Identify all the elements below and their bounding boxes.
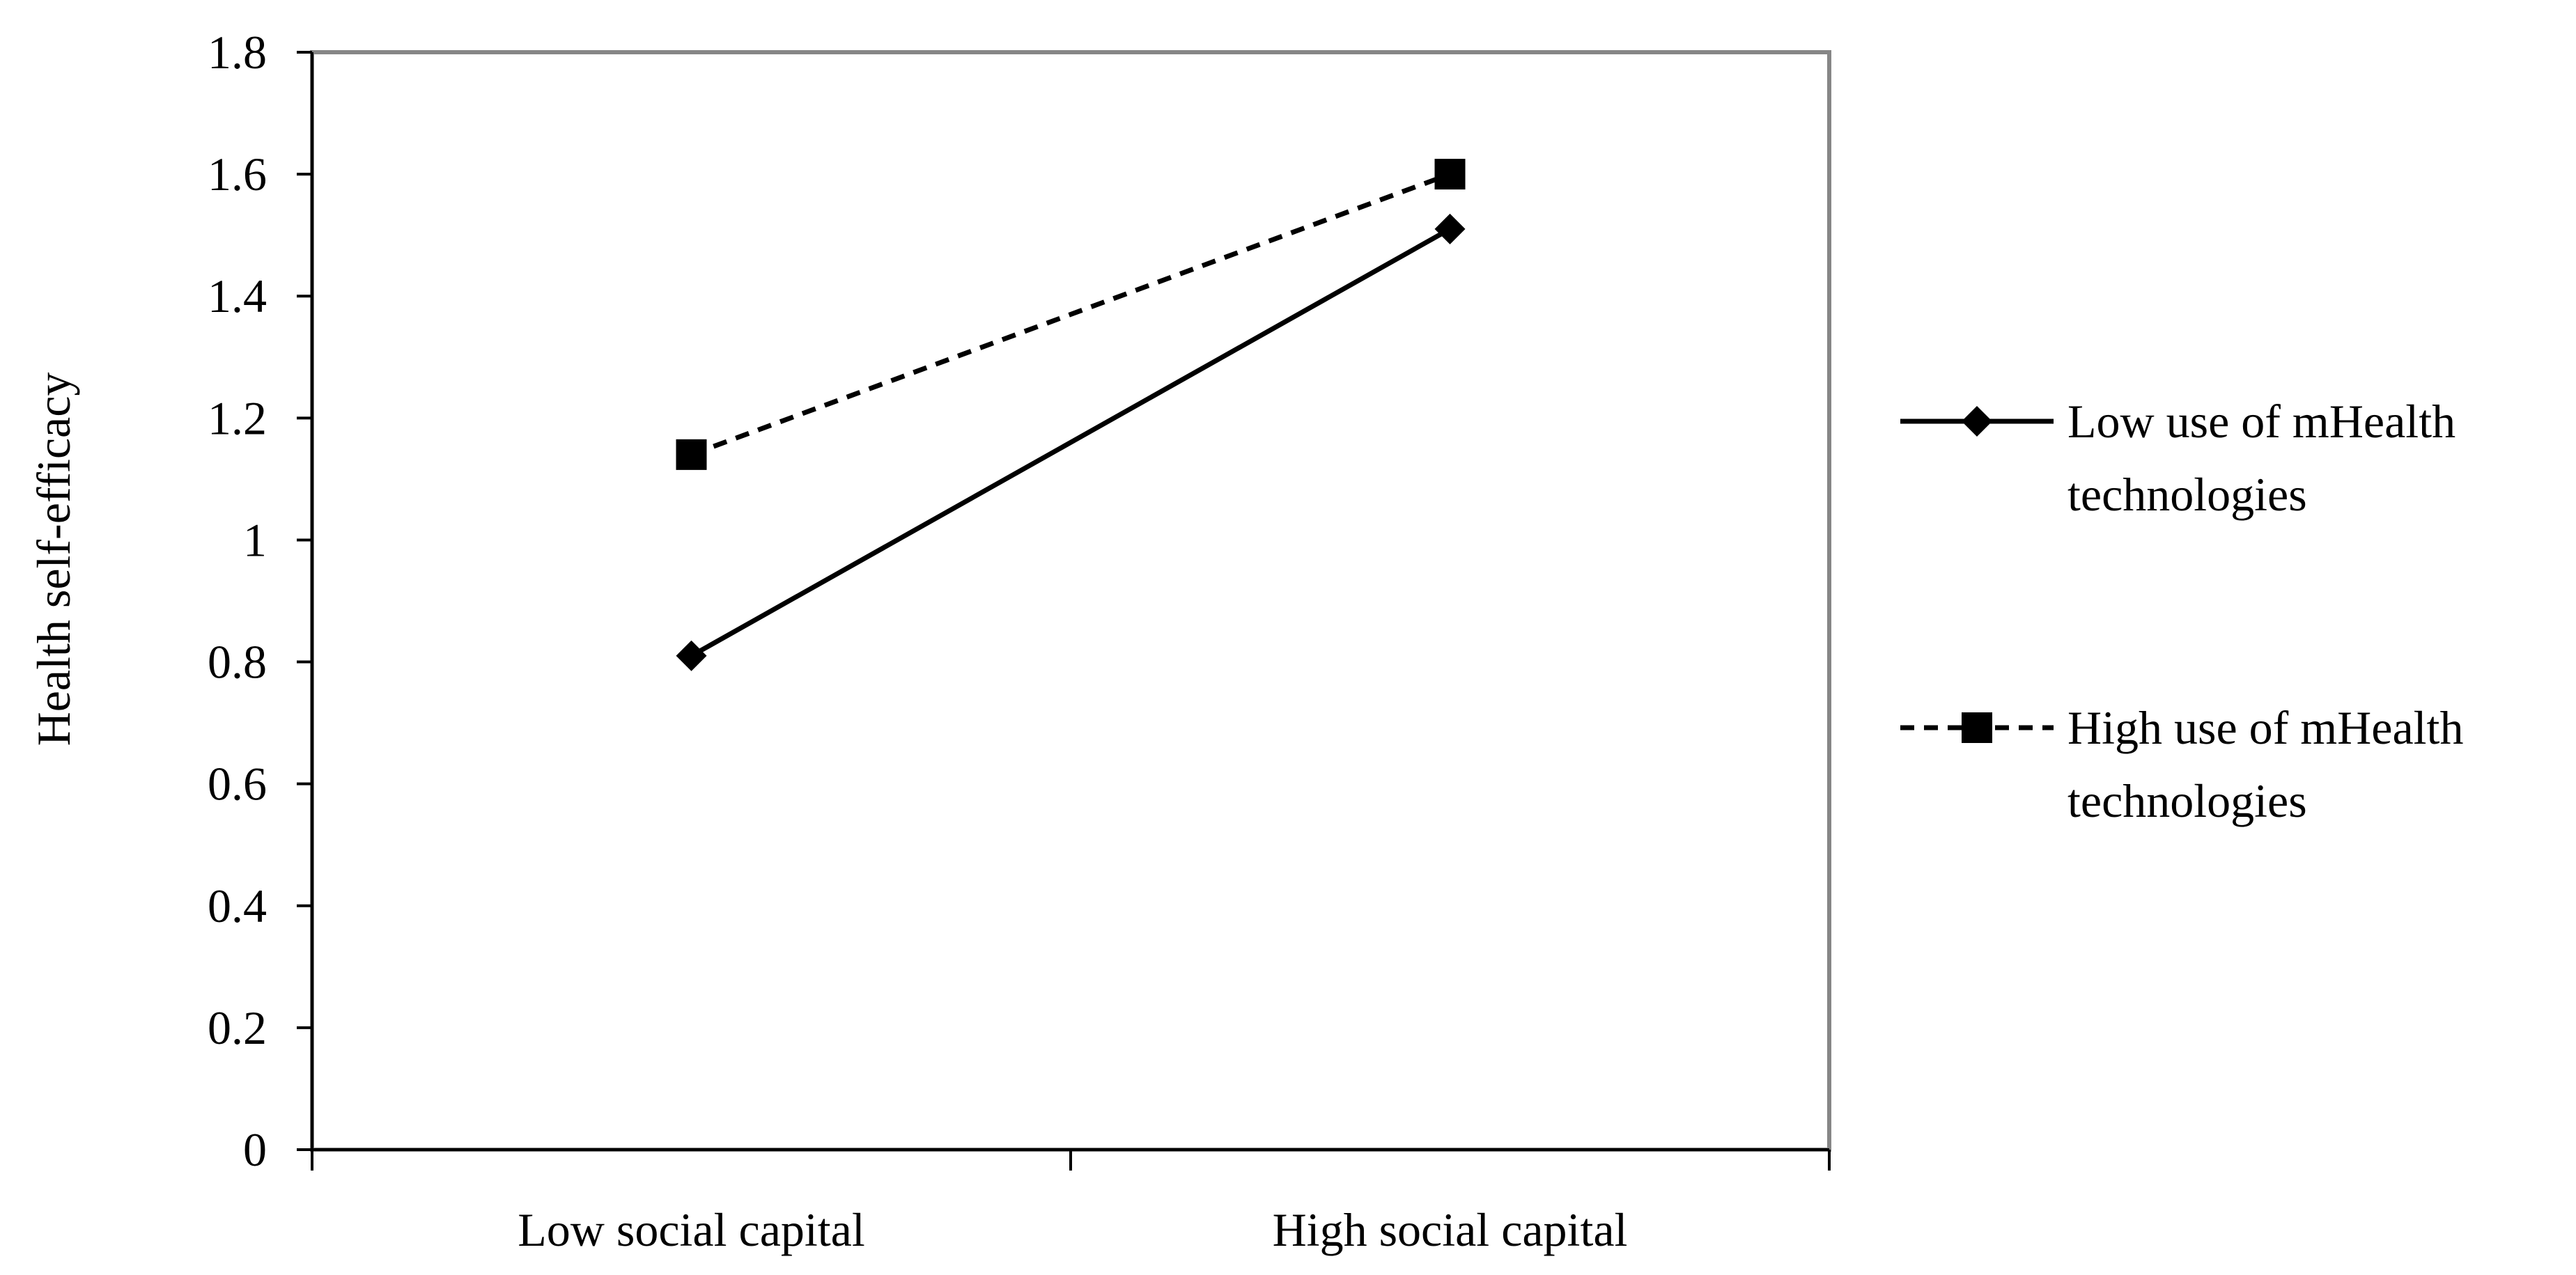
data-point-square bbox=[1962, 712, 1992, 743]
y-tick-label: 1.8 bbox=[208, 26, 267, 79]
x-tick-label: Low social capital bbox=[518, 1203, 864, 1256]
data-point-square bbox=[676, 439, 707, 470]
y-tick-label: 1.4 bbox=[208, 269, 267, 322]
y-tick-label: 1 bbox=[243, 513, 267, 566]
series-layer bbox=[676, 159, 1466, 671]
data-point-diamond bbox=[676, 640, 707, 671]
data-point-diamond bbox=[1962, 406, 1992, 437]
y-tick-label: 0 bbox=[243, 1123, 267, 1176]
series-2 bbox=[676, 159, 1466, 470]
series-line bbox=[690, 226, 1452, 658]
legend-item-1: Low use of mHealth technologies bbox=[1900, 395, 2455, 521]
legend-label: High use of mHealth bbox=[2067, 701, 2463, 754]
y-tick-label: 0.2 bbox=[208, 1001, 267, 1054]
x-axis: Low social capital High social capital bbox=[311, 1148, 1831, 1256]
y-tick-label: 0.4 bbox=[208, 879, 267, 932]
legend-label: technologies bbox=[2067, 774, 2307, 827]
y-tick-label: 0.6 bbox=[208, 758, 267, 811]
data-point-diamond bbox=[1434, 213, 1466, 244]
y-tick-label: 1.6 bbox=[208, 148, 267, 201]
legend-label: Low use of mHealth bbox=[2067, 395, 2455, 448]
x-tick-label: High social capital bbox=[1273, 1203, 1628, 1256]
data-point-square bbox=[1434, 159, 1466, 190]
y-axis-title: Health self-efficacy bbox=[27, 373, 80, 746]
y-axis: 0 0.2 0.4 0.6 0.8 1 1.2 1.4 1.6 1.8 bbox=[208, 26, 313, 1176]
legend-label: technologies bbox=[2067, 468, 2307, 521]
series-line bbox=[690, 171, 1451, 457]
y-tick-label: 1.2 bbox=[208, 391, 267, 444]
legend-item-2: High use of mHealth technologies bbox=[1900, 701, 2463, 827]
series-1 bbox=[676, 213, 1466, 671]
y-tick-label: 0.8 bbox=[208, 636, 267, 689]
